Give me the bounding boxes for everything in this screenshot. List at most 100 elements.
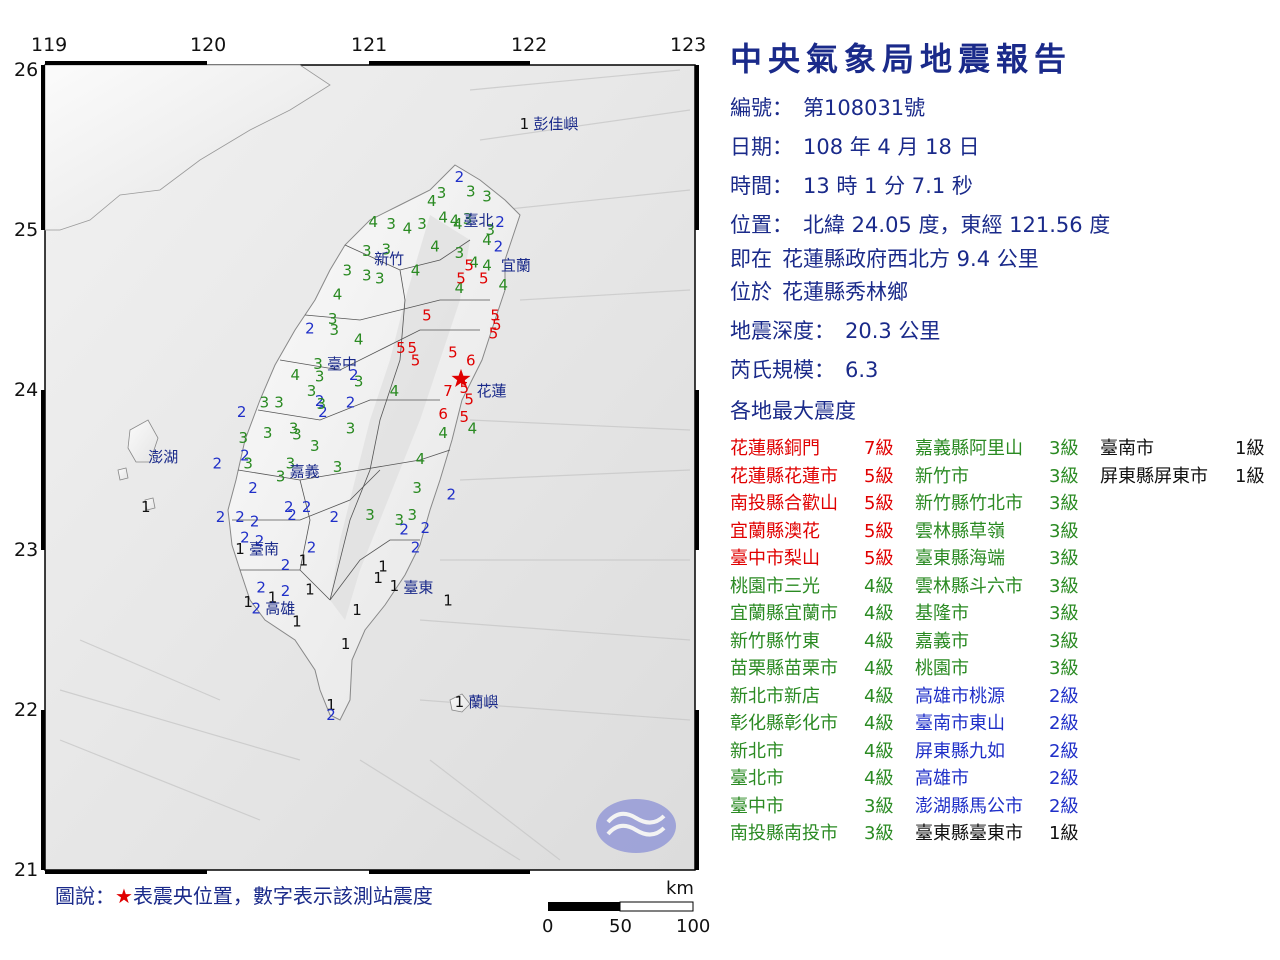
station-intensity-108: 2: [281, 582, 291, 600]
station-intensity-5: 4: [427, 192, 437, 210]
intensity-location: 宜蘭縣宜蘭市: [730, 603, 838, 624]
intensity-location: 基隆市: [915, 603, 969, 624]
intensity-level: 2級: [1049, 795, 1079, 817]
intensity-level: 3級: [1049, 658, 1079, 679]
lat-tick-24: 24: [14, 379, 39, 401]
station-intensity-22: 4: [469, 253, 479, 271]
station-intensity-83: 2: [446, 485, 456, 503]
lon-tick-119: 119: [31, 34, 68, 56]
station-intensity-12: 2: [495, 213, 505, 231]
station-intensity-77: 3: [276, 468, 286, 486]
station-intensity-10: 4: [450, 212, 460, 230]
station-intensity-51: 3: [315, 368, 325, 386]
station-intensity-112: 1: [443, 592, 453, 610]
station-intensity-106: 1: [390, 577, 400, 595]
cwb-logo: [596, 799, 676, 853]
city-label-5: 花蓮: [477, 382, 507, 400]
intensity-level: 4級: [864, 768, 894, 789]
intensity-level: 2級: [1049, 768, 1079, 789]
station-intensity-88: 2: [216, 508, 226, 526]
lat-tick-25: 25: [14, 219, 39, 241]
station-intensity-45: 5: [448, 344, 458, 362]
intensity-location: 彰化縣彰化市: [730, 713, 838, 734]
intensity-location: 花蓮縣銅門: [730, 438, 820, 459]
station-intensity-36: 5: [490, 307, 500, 325]
station-intensity-27: 3: [375, 270, 385, 288]
intensity-level: 2級: [1049, 713, 1079, 734]
station-intensity-20: 4: [430, 237, 440, 255]
station-intensity-42: 5: [396, 339, 406, 357]
station-intensity-95: 2: [399, 521, 409, 539]
city-label-11: 蘭嶼: [468, 693, 498, 711]
station-intensity-100: 2: [307, 538, 317, 556]
epicenter-star-icon: ★: [115, 884, 133, 908]
lat-tick-23: 23: [14, 539, 39, 561]
lanyu-island: [449, 693, 471, 713]
station-intensity-57: 7: [443, 382, 453, 400]
report-depth: 地震深度： 20.3 公里: [730, 319, 941, 343]
report-date: 日期： 108 年 4 月 18 日: [730, 135, 980, 159]
intensity-level: 3級: [1049, 520, 1079, 542]
report-position: 位置： 北緯 24.05 度，東經 121.56 度: [730, 213, 1111, 237]
station-intensity-96: 2: [420, 519, 430, 537]
intensity-location: 苗栗縣苗栗市: [730, 658, 838, 679]
station-intensity-116: 1: [341, 635, 351, 653]
station-intensity-118: 1: [326, 696, 336, 714]
lon-tick-120: 120: [190, 34, 227, 56]
station-intensity-107: 2: [256, 579, 266, 597]
station-intensity-54: 2: [346, 393, 356, 411]
station-intensity-99: 1: [235, 540, 245, 558]
station-intensity-18: 3: [362, 242, 372, 260]
lat-tick-21: 21: [14, 859, 39, 881]
station-intensity-61: 3: [260, 393, 270, 411]
intensity-level: 1級: [1235, 465, 1265, 487]
station-intensity-75: 3: [243, 455, 253, 473]
station-intensity-53: 2: [315, 392, 325, 410]
intensity-location: 新竹縣竹北市: [915, 493, 1023, 514]
central-range: [330, 215, 470, 620]
station-intensity-2: 3: [466, 183, 476, 201]
station-intensity-24: 4: [482, 257, 492, 275]
city-label-6: 澎湖: [148, 448, 178, 466]
intensity-level: 2級: [1049, 685, 1079, 707]
station-intensity-90: 2: [250, 513, 260, 531]
station-intensity-7: 4: [438, 208, 448, 226]
station-intensity-23: 5: [464, 257, 474, 275]
intensity-location: 臺南市東山: [915, 713, 1005, 734]
station-intensity-9: 3: [463, 210, 473, 228]
station-intensity-31: 5: [479, 270, 489, 288]
intensity-location: 臺東縣海端: [915, 548, 1005, 569]
intensity-location: 臺中市: [730, 795, 784, 817]
intensity-level: 4級: [864, 630, 894, 652]
intensity-level: 7級: [864, 438, 894, 459]
station-intensity-67: 4: [438, 424, 448, 442]
intensity-location: 雲林縣斗六市: [915, 575, 1023, 597]
intensity-level: 5級: [864, 548, 894, 569]
intensity-level: 3級: [1049, 575, 1079, 597]
station-intensity-0: 1: [520, 115, 530, 133]
station-intensity-117: 1: [455, 693, 465, 711]
station-intensity-47: 3: [313, 355, 323, 373]
city-label-9: 臺東: [403, 579, 433, 597]
station-intensity-6: 3: [417, 215, 427, 233]
station-intensity-13: 2: [494, 237, 504, 255]
lon-tick-122: 122: [511, 34, 548, 56]
station-intensity-85: 2: [302, 498, 312, 516]
station-intensity-19: 3: [381, 241, 391, 259]
lon-tick-121: 121: [351, 34, 388, 56]
intensity-level: 4級: [864, 740, 894, 762]
station-intensity-33: 4: [333, 286, 343, 304]
station-intensity-63: 2: [318, 403, 328, 421]
station-intensity-92: 3: [365, 506, 375, 524]
intensity-location: 南投縣合歡山: [730, 493, 838, 514]
intensity-location: 花蓮縣花蓮市: [730, 465, 838, 487]
station-intensity-115: 1: [292, 612, 302, 630]
station-intensity-114: 1: [352, 601, 362, 619]
station-intensity-16: 3: [386, 215, 396, 233]
intensity-location: 臺東縣臺東市: [915, 823, 1023, 844]
intensity-level: 3級: [1049, 438, 1079, 459]
station-intensity-79: 4: [416, 450, 426, 468]
county-boundaries: [232, 239, 490, 601]
station-intensity-29: 4: [455, 279, 465, 297]
station-intensity-87: 1: [141, 498, 151, 516]
